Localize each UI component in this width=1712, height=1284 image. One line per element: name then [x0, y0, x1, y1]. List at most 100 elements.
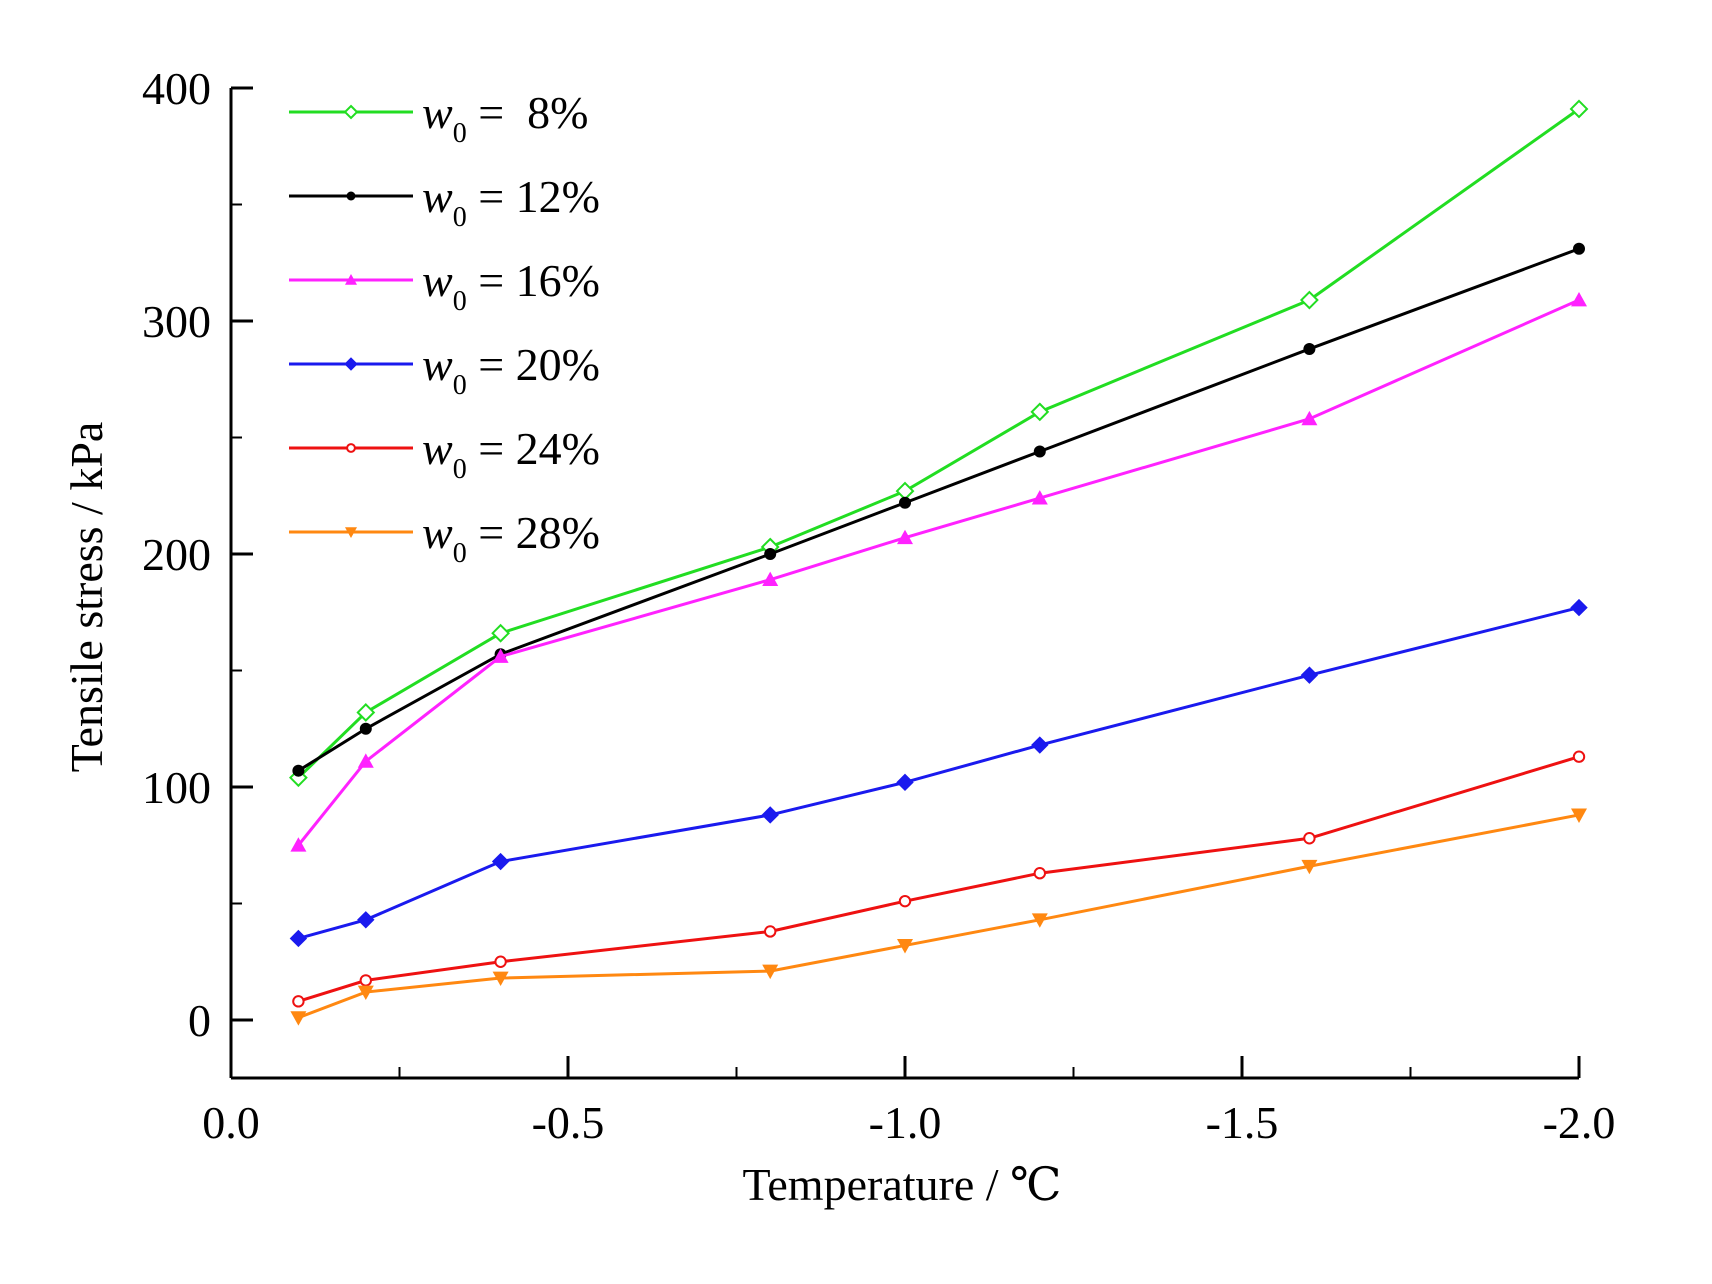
data-point [1031, 736, 1049, 754]
legend-label: w0 = 16% [422, 255, 600, 317]
legend-value: = 20% [467, 339, 600, 390]
x-tick-label: 0.0 [202, 1097, 260, 1148]
data-point [1301, 859, 1318, 875]
data-point [359, 722, 372, 735]
legend-marker [346, 443, 356, 453]
y-tick-label: 200 [142, 529, 211, 580]
legend-value: = 24% [467, 423, 600, 474]
y-axis-title: Tensile stress / kPa [61, 422, 112, 773]
data-point [1570, 598, 1588, 617]
legend-variable: w [422, 507, 453, 558]
y-tick-label: 400 [142, 63, 211, 114]
data-point [1571, 808, 1587, 823]
data-point [1572, 750, 1586, 763]
legend-label: w0 = 24% [422, 423, 600, 485]
series-layer [288, 99, 1589, 1026]
legend-subscript: 0 [453, 538, 467, 569]
legend-marker [345, 274, 357, 285]
x-tick-label: -1.5 [1206, 1097, 1279, 1148]
legend-variable: w [422, 423, 453, 474]
data-point [895, 481, 915, 501]
series-2 [290, 292, 1587, 852]
legend-label: w0 = 12% [422, 171, 600, 233]
legend-label: w0 = 28% [422, 507, 600, 569]
data-point [492, 648, 509, 663]
legend-subscript: 0 [453, 286, 467, 317]
legend-marker [344, 357, 358, 371]
data-point [357, 753, 374, 768]
legend-label: w0 = 8% [422, 87, 588, 149]
series-line [297, 813, 1580, 1020]
data-point [1033, 867, 1047, 880]
data-point [1031, 490, 1048, 505]
data-point [1299, 290, 1319, 310]
axes: 0 100 200 300 400 0.0 -0.5 -1.0 -1.5 -2.0 [142, 63, 1615, 1148]
legend-item: w0 = 20% [289, 339, 600, 401]
series-5 [290, 808, 1587, 1026]
data-point [494, 955, 507, 968]
data-point [896, 773, 914, 792]
series-line [297, 247, 1580, 772]
data-point [1303, 342, 1316, 355]
series-line [297, 298, 1580, 847]
series-4 [292, 750, 1586, 1008]
data-point [897, 939, 913, 954]
legend-value: = 28% [467, 507, 600, 558]
legend-label: w0 = 20% [422, 339, 600, 401]
data-point [491, 623, 511, 643]
series-line [298, 606, 1580, 940]
data-point [761, 806, 779, 824]
data-point [356, 703, 376, 722]
data-point [1301, 410, 1318, 426]
data-point [290, 1011, 307, 1026]
legend-item: w0 = 8% [289, 87, 588, 149]
legend: w0 = 8%w0 = 12%w0 = 16%w0 = 20%w0 = 24%w… [289, 87, 600, 569]
data-point [1303, 832, 1316, 845]
data-point [1571, 292, 1587, 307]
data-point [1033, 445, 1046, 458]
x-axis-title: Temperature / ℃ [743, 1159, 1062, 1210]
data-point [492, 971, 509, 987]
y-tick-label: 300 [142, 296, 211, 347]
series-3 [289, 598, 1588, 948]
legend-value: = 16% [467, 255, 600, 306]
legend-value: = 8% [467, 87, 589, 138]
legend-value: = 12% [467, 171, 600, 222]
data-point [764, 548, 777, 560]
data-point [359, 974, 372, 987]
data-point [762, 571, 779, 587]
data-point [1573, 242, 1585, 255]
data-point [1569, 99, 1589, 119]
x-tick-label: -0.5 [532, 1097, 605, 1148]
legend-subscript: 0 [453, 118, 467, 149]
legend-item: w0 = 12% [289, 171, 600, 233]
data-point [292, 995, 305, 1008]
legend-item: w0 = 24% [289, 423, 600, 485]
legend-variable: w [422, 87, 453, 138]
x-tick-label: -2.0 [1543, 1097, 1616, 1148]
data-point [1030, 402, 1050, 422]
data-point [898, 894, 912, 908]
legend-subscript: 0 [453, 454, 467, 485]
data-point [491, 852, 510, 871]
legend-subscript: 0 [453, 370, 467, 401]
legend-variable: w [422, 339, 453, 390]
legend-variable: w [422, 255, 453, 306]
series-line [297, 107, 1580, 779]
data-point [357, 985, 374, 1001]
data-point [762, 964, 779, 980]
data-point [292, 764, 305, 777]
legend-marker [345, 527, 357, 538]
data-point [357, 911, 375, 929]
legend-marker [343, 104, 359, 120]
legend-item: w0 = 28% [289, 507, 600, 569]
legend-variable: w [422, 171, 453, 222]
data-point [289, 929, 308, 948]
data-point [290, 837, 307, 852]
x-tick-label: -1.0 [869, 1097, 942, 1148]
data-point [897, 529, 913, 545]
y-tick-label: 100 [142, 762, 211, 813]
data-point [764, 925, 777, 938]
legend-subscript: 0 [453, 202, 467, 233]
